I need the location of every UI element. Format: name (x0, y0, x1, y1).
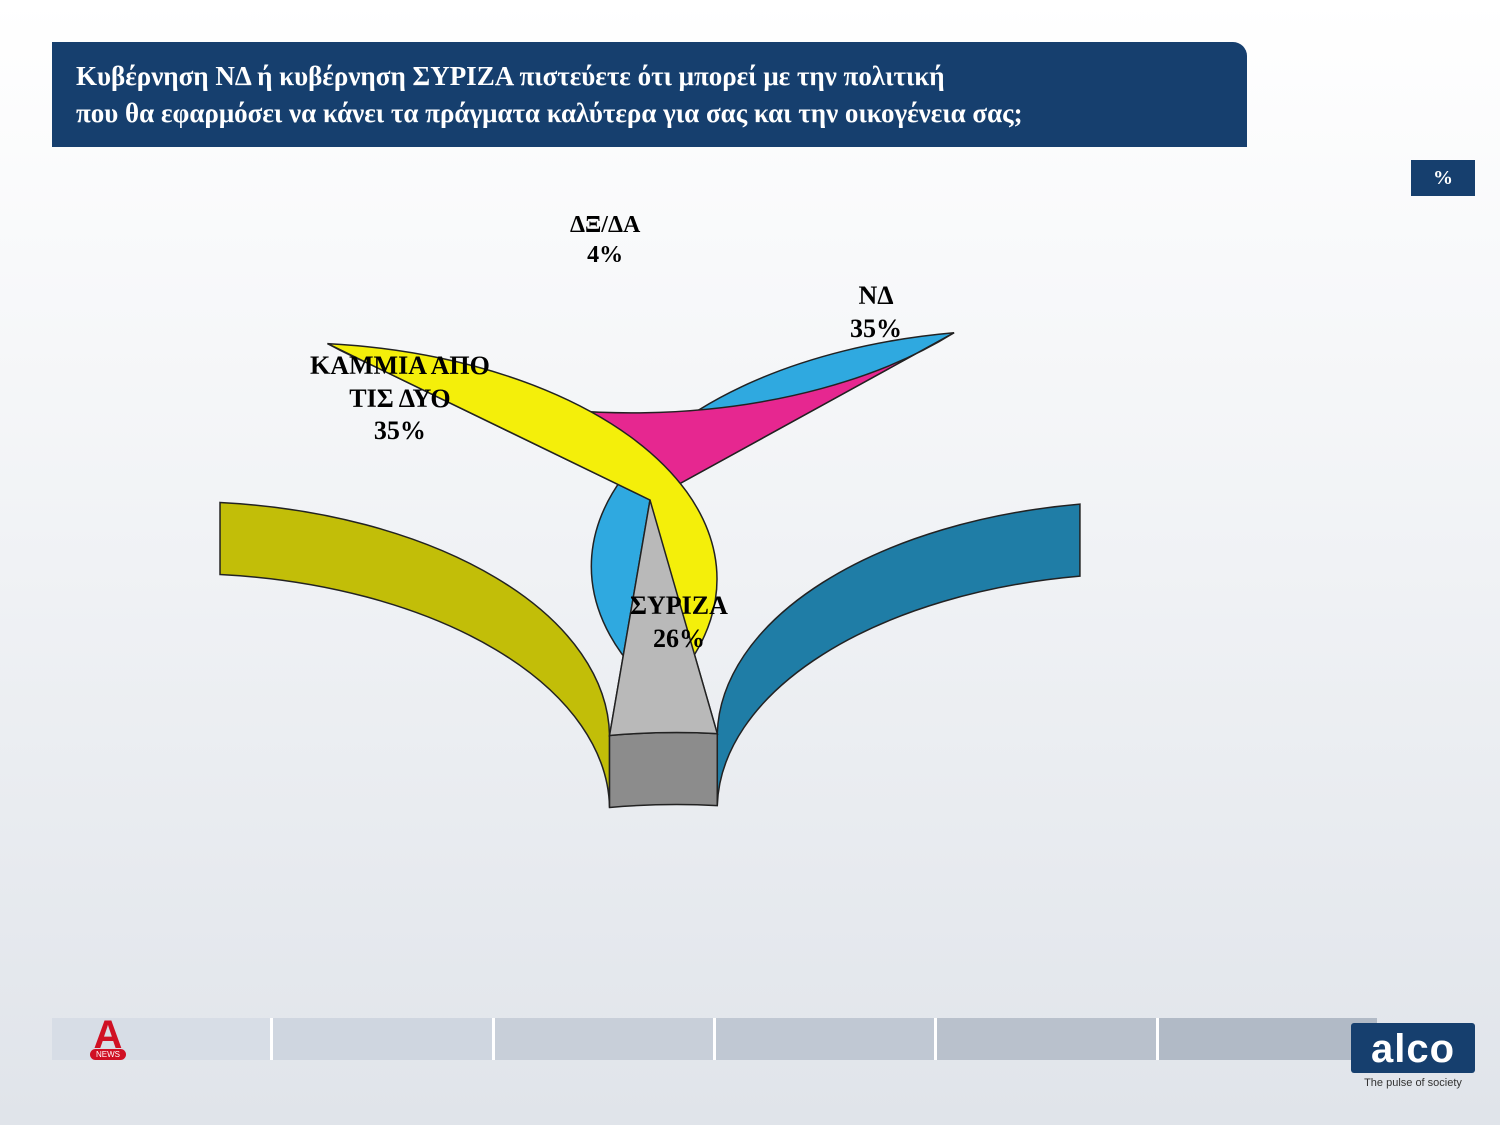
slice-label-pct: 4% (570, 240, 640, 270)
slice-label-pct: 26% (630, 623, 728, 656)
slice-label: ΚΑΜΜΙΑ ΑΠΟΤΙΣ ΔΥΟ35% (310, 350, 490, 448)
slice-label: ΣΥΡΙΖΑ26% (630, 590, 728, 655)
percent-badge: % (1411, 160, 1475, 196)
footer-segment (495, 1018, 716, 1060)
slice-label-name: ΝΔ (850, 280, 902, 313)
slice-label-name: ΣΥΡΙΖΑ (630, 590, 728, 623)
title-line-2: που θα εφαρμόσει να κάνει τα πράγματα κα… (76, 98, 1023, 128)
pie-chart: ΝΔ35%ΣΥΡΙΖΑ26%ΚΑΜΜΙΑ ΑΠΟΤΙΣ ΔΥΟ35%ΔΞ/ΔΑ4… (150, 200, 1150, 900)
percent-badge-label: % (1433, 167, 1453, 190)
footer-segment (937, 1018, 1158, 1060)
question-header: Κυβέρνηση ΝΔ ή κυβέρνηση ΣΥΡΙΖΑ πιστεύετ… (52, 42, 1247, 147)
footer-segment (273, 1018, 494, 1060)
slice-label-name: ΤΙΣ ΔΥΟ (310, 383, 490, 416)
alco-logo-tagline: The pulse of society (1351, 1077, 1475, 1089)
footer-segment (716, 1018, 937, 1060)
alpha-news-logo: A NEWS (80, 1011, 136, 1067)
footer-segment (1159, 1018, 1377, 1060)
slice-label: ΔΞ/ΔΑ4% (570, 210, 640, 270)
question-title: Κυβέρνηση ΝΔ ή κυβέρνηση ΣΥΡΙΖΑ πιστεύετ… (76, 58, 1023, 131)
footer-strip (52, 1018, 1377, 1060)
alpha-logo-ribbon: NEWS (90, 1049, 126, 1060)
slice-label-pct: 35% (310, 415, 490, 448)
slice-label-name: ΔΞ/ΔΑ (570, 210, 640, 240)
title-line-1: Κυβέρνηση ΝΔ ή κυβέρνηση ΣΥΡΙΖΑ πιστεύετ… (76, 61, 945, 91)
alco-logo: alco The pulse of society (1351, 1023, 1475, 1089)
slice-label-pct: 35% (850, 313, 902, 346)
slice-label: ΝΔ35% (850, 280, 902, 345)
slice-label-name: ΚΑΜΜΙΑ ΑΠΟ (310, 350, 490, 383)
alpha-logo-letter: A (94, 1019, 123, 1051)
alco-logo-text: alco (1351, 1023, 1475, 1073)
pie-chart-svg (150, 200, 1150, 900)
